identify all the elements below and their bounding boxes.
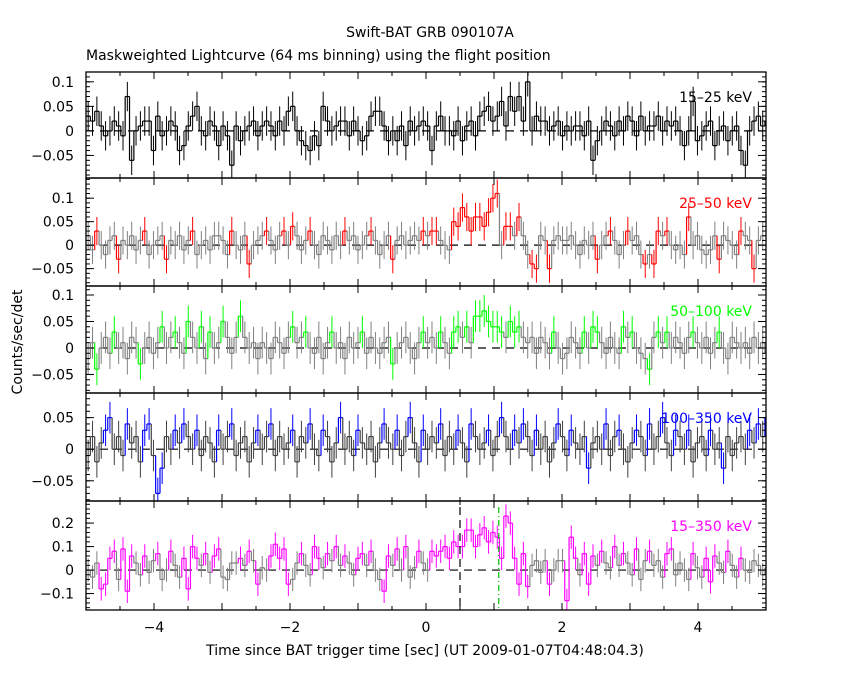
y-tick-label: −0.05: [31, 148, 74, 164]
chart-subtitle: Maskweighted Lightcurve (64 ms binning) …: [86, 48, 551, 64]
panel-100-350-keV: −0.05 0 0.05 100–350 keV: [31, 392, 767, 502]
energy-band-label: 25–50 keV: [679, 196, 752, 212]
y-tick-label: 0.05: [43, 314, 74, 330]
y-tick-label: 0: [65, 238, 74, 254]
y-tick-label: 0.05: [43, 411, 74, 427]
energy-band-label: 50–100 keV: [670, 304, 752, 320]
y-tick-label: 0.1: [52, 191, 74, 207]
y-tick-label: 0.1: [52, 288, 74, 304]
y-tick-label: 0: [65, 563, 74, 579]
panel-25-50-keV: −0.05 0 0.05 0.1 25–50 keV: [31, 177, 767, 287]
x-tick-label: −2: [280, 620, 301, 636]
panel-data: [86, 179, 766, 283]
energy-band-label: 15–350 keV: [670, 519, 752, 535]
energy-band-label: 15–25 keV: [679, 90, 752, 106]
x-axis-label: Time since BAT trigger time [sec] (UT 20…: [205, 643, 644, 659]
y-tick-label: 0.05: [43, 215, 74, 231]
y-tick-label: 0.05: [43, 99, 74, 115]
y-tick-label: 0: [65, 341, 74, 357]
panel-data: [86, 295, 766, 386]
y-axis-label: Counts/sec/det: [10, 289, 26, 394]
x-tick-label: 0: [422, 620, 431, 636]
panel-15-25-keV: −0.05 0 0.05 0.1 15–25 keV: [31, 71, 767, 179]
y-tick-label: 0: [65, 442, 74, 458]
y-tick-label: −0.1: [40, 587, 74, 603]
panel-data: [86, 72, 766, 178]
y-tick-label: 0.2: [52, 516, 74, 532]
energy-band-label: 100–350 keV: [661, 411, 752, 427]
x-tick-label: −4: [144, 620, 165, 636]
y-tick-label: 0.1: [52, 540, 74, 556]
x-tick-label: 2: [558, 620, 567, 636]
chart-title: Swift-BAT GRB 090107A: [346, 25, 514, 41]
panel-15-350-keV: −0.1 0 0.1 0.2 15–350 keV: [40, 500, 767, 611]
y-tick-label: −0.05: [31, 474, 74, 490]
y-tick-label: −0.05: [31, 262, 74, 278]
x-tick-label: 4: [694, 620, 703, 636]
panel-data: [86, 401, 766, 501]
panel-50-100-keV: −0.05 0 0.05 0.1 50–100 keV: [31, 285, 767, 394]
y-tick-label: −0.05: [31, 367, 74, 383]
y-tick-label: 0.1: [52, 75, 74, 91]
y-tick-label: 0: [65, 124, 74, 140]
panel-data: [86, 504, 766, 610]
